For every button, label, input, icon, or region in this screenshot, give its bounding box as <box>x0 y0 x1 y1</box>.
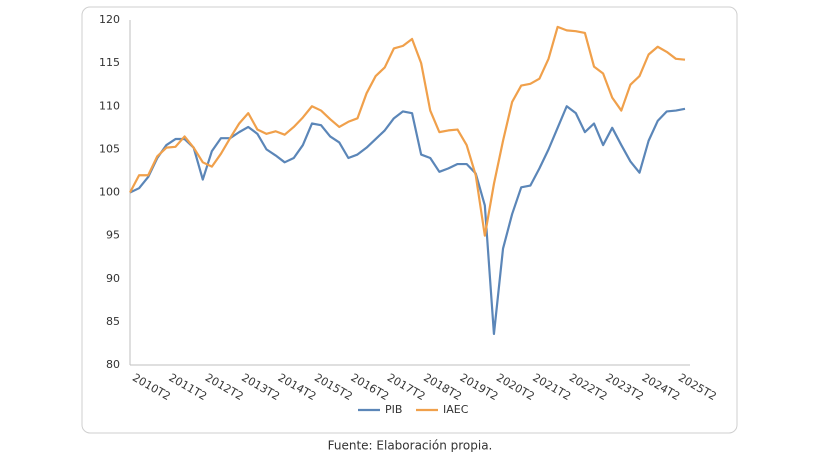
source-note: Fuente: Elaboración propia. <box>328 439 493 453</box>
y-tick-label: 95 <box>106 229 120 242</box>
data-line <box>129 25 686 237</box>
y-tick-label: 105 <box>99 142 120 155</box>
legend-label: PIB <box>385 403 402 416</box>
y-tick-label: 90 <box>106 272 120 285</box>
y-tick-label: 100 <box>99 186 120 199</box>
y-tick-label: 85 <box>106 315 120 328</box>
y-tick-label: 80 <box>106 358 120 371</box>
y-tick-label: 110 <box>99 99 120 112</box>
y-tick-label: 120 <box>99 13 120 26</box>
data-line <box>129 105 686 336</box>
y-tick-label: 115 <box>99 56 120 69</box>
chart-frame <box>81 6 738 434</box>
legend-label: IAEC <box>443 403 469 416</box>
